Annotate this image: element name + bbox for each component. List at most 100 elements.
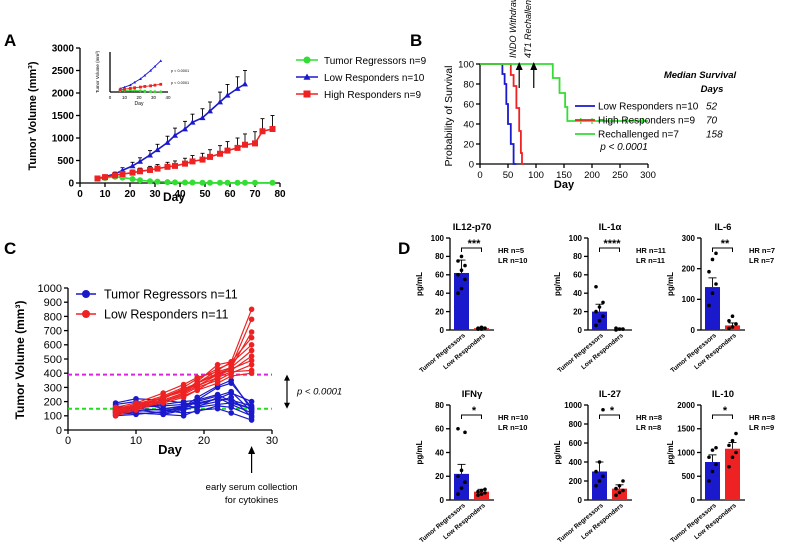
a-inset-background	[92, 46, 182, 108]
d-data-point	[710, 291, 715, 296]
a-data-point	[154, 165, 161, 172]
a-legend-label: High Responders n=9	[324, 90, 421, 101]
a-inset-point	[153, 64, 157, 68]
d2-y-tick-label: 200	[682, 264, 696, 273]
a-data-point	[164, 179, 171, 186]
a-inset-pvalue: p < 0.0001	[171, 81, 189, 85]
a-data-point	[119, 171, 126, 177]
b-median-value: 70	[706, 116, 718, 127]
a-data-point	[224, 147, 231, 154]
d-data-point	[710, 257, 715, 262]
d-data-point	[727, 326, 731, 331]
d-data-point	[614, 493, 618, 498]
d-data-point	[476, 326, 480, 330]
d0-y-tick-label: 80	[435, 252, 444, 261]
b-x-tick-label: 50	[503, 170, 514, 181]
d-sig-bracket	[712, 247, 733, 252]
c-regressor-point	[112, 400, 119, 406]
d-sig-bracket	[461, 414, 482, 419]
d-data-point	[714, 445, 718, 450]
a-y-tick-label: 0	[68, 179, 74, 190]
d0-y-tick-label: 40	[435, 289, 444, 298]
d-y-axis-title: pg/mL	[666, 440, 675, 464]
d-data-point	[594, 323, 598, 328]
d1-y-tick-label: 0	[578, 326, 583, 335]
c-responder-point	[248, 361, 255, 368]
a-inset-point	[128, 83, 132, 87]
d-data-point	[601, 407, 605, 412]
b-survival-curve	[480, 63, 648, 122]
a-data-point	[217, 150, 223, 157]
d-data-point	[456, 426, 460, 431]
a-inset-x-tick-label: 20	[136, 95, 142, 100]
a-inset-point	[128, 86, 132, 90]
d-data-point	[456, 492, 460, 496]
c-y-tick-label: 200	[44, 396, 62, 408]
d3-y-tick-label: 80	[435, 401, 444, 410]
a-data-point	[259, 128, 266, 135]
c-regressor-point	[228, 377, 234, 384]
b-arrow-head	[530, 62, 538, 70]
d-data-point	[617, 483, 622, 488]
c-y-tick-label: 600	[44, 340, 62, 352]
b-median-value: 52	[706, 102, 718, 113]
c-regressor-point	[214, 398, 221, 405]
d-n-label: HR n=8	[636, 413, 662, 422]
d-bar	[725, 448, 740, 500]
d-data-point	[730, 455, 735, 460]
a-data-point	[164, 163, 171, 170]
a-inset-point	[143, 85, 147, 88]
b-median-value: 158	[706, 130, 723, 141]
d-sig-bracket	[461, 247, 482, 252]
a-inset-point	[159, 82, 163, 86]
a-data-point	[252, 179, 258, 186]
c-y-tick-label: 700	[44, 325, 62, 337]
d1-y-tick-label: 80	[573, 252, 582, 261]
d1-y-tick-label: 100	[569, 234, 583, 243]
c-responder-point	[160, 394, 166, 401]
b-x-tick-label: 150	[556, 170, 572, 181]
b-y-tick-label: 20	[463, 139, 474, 150]
c-regressor-point	[160, 411, 166, 418]
d-data-point	[617, 490, 622, 495]
c-legend-marker	[82, 310, 90, 318]
c-responder-point	[228, 373, 234, 379]
b-arrow-label: INDO Withdrawn	[508, 0, 518, 58]
a-inset-x-tick-label: 40	[165, 95, 171, 100]
b-arrow-head	[515, 62, 523, 70]
d-data-point	[597, 479, 602, 483]
c-y-tick-label: 1000	[38, 283, 62, 295]
d-n-label: HR n=7	[749, 246, 775, 255]
c-responder-point	[214, 374, 221, 381]
d-data-point	[476, 493, 480, 498]
d3-y-tick-label: 0	[440, 496, 445, 505]
a-inset-point	[139, 85, 142, 89]
b-survival-curve	[480, 63, 524, 165]
b-median-subheader: Days	[701, 84, 724, 95]
c-responder-point	[194, 387, 200, 394]
d-n-label: LR n=10	[498, 423, 527, 432]
d-data-point	[597, 460, 602, 464]
d-data-point	[459, 268, 464, 273]
d-data-point	[601, 474, 605, 479]
d1-y-tick-label: 60	[573, 271, 582, 280]
c-collection-note: early serum collection	[206, 482, 298, 493]
a-data-point	[269, 126, 276, 132]
d5-y-tick-label: 2000	[677, 401, 695, 410]
d-data-point	[463, 263, 467, 268]
a-data-point	[224, 179, 231, 186]
a-inset-point	[139, 89, 142, 93]
c-regressor-point	[160, 407, 166, 413]
c-regressor-point	[248, 414, 255, 421]
d2-y-tick-label: 300	[682, 234, 696, 243]
a-data-point	[189, 119, 196, 125]
c-regressor-point	[228, 410, 234, 416]
a-data-point	[112, 172, 118, 179]
a-inset-point	[133, 80, 137, 84]
d4-y-tick-label: 1000	[564, 401, 582, 410]
a-data-point	[129, 169, 136, 176]
a-data-point	[234, 144, 241, 151]
d-data-point	[730, 438, 735, 443]
c-regressor-point	[228, 390, 234, 396]
b-arrow-label: 4T1 Rechallenge	[523, 0, 533, 58]
